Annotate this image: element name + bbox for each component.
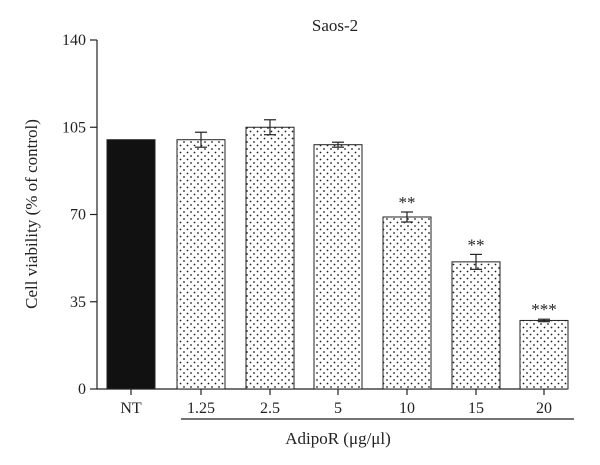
bar-5: [313, 144, 363, 390]
significance-15: **: [468, 235, 485, 254]
y-axis-label: Cell viability (% of control): [22, 119, 41, 309]
bar-15: [451, 261, 501, 390]
bars: *******: [106, 119, 569, 390]
x-tick-label: NT: [120, 400, 142, 417]
bar-2.5: [245, 126, 295, 390]
x-tick-label: 1.25: [187, 400, 215, 417]
x-tick-label: 2.5: [260, 400, 280, 417]
group-label: AdipoR (μg/μl): [285, 429, 391, 448]
chart-title: Saos-2: [312, 16, 358, 35]
significance-20: ***: [531, 300, 557, 319]
y-tick-label: 35: [70, 294, 86, 311]
bar-1.25: [176, 139, 226, 390]
y-tick-label: 140: [62, 32, 86, 49]
x-tick-label: 20: [536, 400, 552, 417]
bar-10: [382, 216, 432, 390]
y-tick-label: 105: [62, 119, 86, 136]
x-tick-label: 5: [334, 400, 342, 417]
tick-labels: 0 35 70 105 140 NT 1.25 2.5 5 10 15 20: [62, 32, 552, 417]
x-tick-label: 15: [468, 400, 484, 417]
bar-20: [519, 319, 569, 390]
y-tick-label: 0: [78, 381, 86, 398]
significance-10: **: [399, 193, 416, 212]
y-tick-label: 70: [70, 207, 86, 224]
bar-NT: [106, 139, 156, 390]
x-tick-label: 10: [399, 400, 415, 417]
